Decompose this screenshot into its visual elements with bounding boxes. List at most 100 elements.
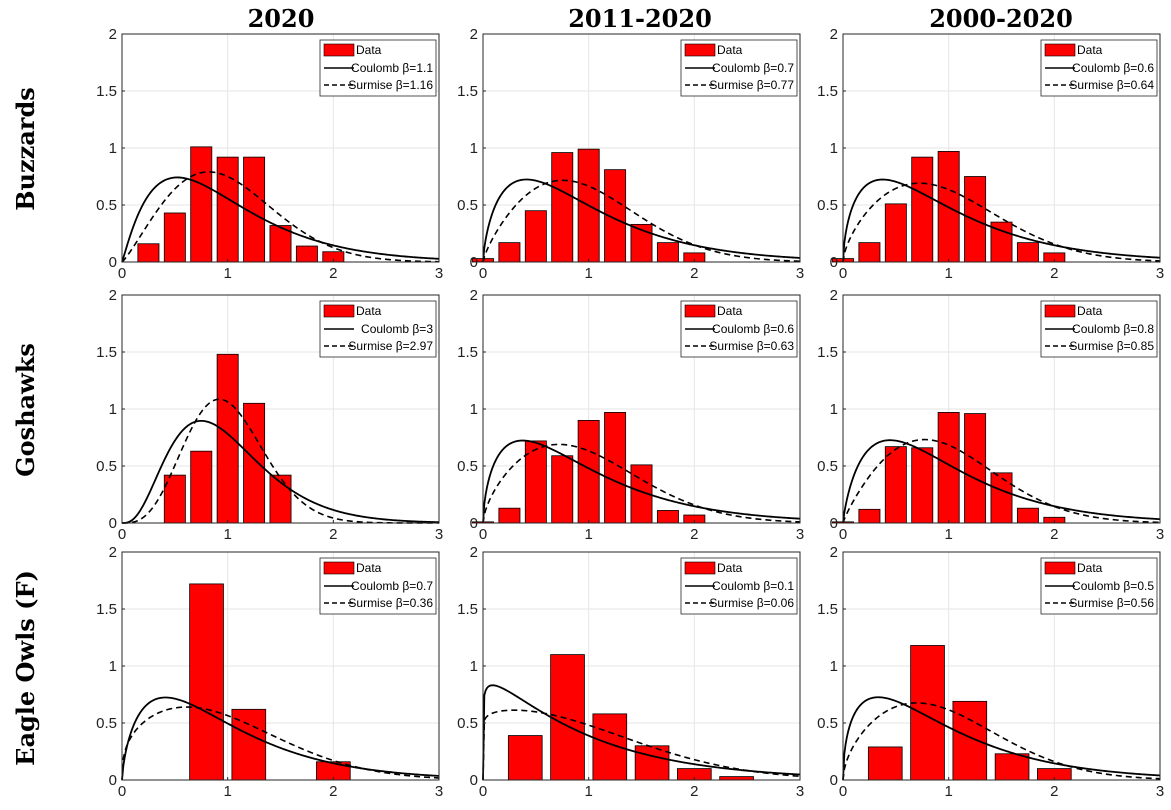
subplot-r0-c2: 0 1 2 3 0 0.5 1 1.5 2 Data Coulomb β=0.6 Surmise β=… xyxy=(817,26,1164,282)
legend-label-coulomb: Coulomb β=0.6 xyxy=(1072,61,1154,75)
x-tick-label: 0 xyxy=(479,526,487,543)
data-bar xyxy=(858,508,881,524)
surmise-curve xyxy=(121,171,440,263)
x-tick-label: 2 xyxy=(690,783,698,800)
y-tick-label: 0.5 xyxy=(457,458,478,475)
column-title-2020: 2020 xyxy=(248,4,315,33)
subplot-r2-c1: 0 1 2 3 0 0.5 1 1.5 2 Data Coulomb β=0.1 Surmise β=… xyxy=(457,544,804,800)
y-tick-label: 2 xyxy=(109,544,117,561)
legend-label-coulomb: Coulomb β=3 xyxy=(361,322,433,336)
y-tick-label: 0.5 xyxy=(457,197,478,214)
y-tick-label: 1.5 xyxy=(817,601,838,618)
data-bar xyxy=(1016,242,1039,263)
x-tick-label: 0 xyxy=(118,265,126,282)
y-tick-label: 2 xyxy=(830,544,838,561)
x-tick-label: 1 xyxy=(223,783,231,800)
legend-swatch-data xyxy=(684,43,716,57)
column-title-2011-2020: 2011-2020 xyxy=(568,4,712,33)
y-tick-label: 2 xyxy=(830,26,838,43)
data-bar xyxy=(634,745,670,781)
x-tick-label: 1 xyxy=(584,783,592,800)
legend-label-coulomb: Coulomb β=0.7 xyxy=(712,61,794,75)
y-tick-label: 1 xyxy=(830,658,838,675)
y-tick-label: 1 xyxy=(109,658,117,675)
legend: Data Coulomb β=3 Surmise β=2.97 xyxy=(319,300,437,358)
legend: Data Coulomb β=0.6 Surmise β=0.63 xyxy=(680,300,798,358)
y-tick-label: 2 xyxy=(109,287,117,304)
y-tick-label: 1.5 xyxy=(817,83,838,100)
y-tick-label: 1.5 xyxy=(96,601,117,618)
data-bar xyxy=(498,507,521,524)
legend-label-data: Data xyxy=(1077,43,1103,57)
subplot-r0-c0: 0 1 2 3 0 0.5 1 1.5 2 Data Coulomb β=1.1 Surmise β=… xyxy=(96,26,443,282)
y-tick-label: 2 xyxy=(470,544,478,561)
legend-label-data: Data xyxy=(356,43,382,57)
legend-label-surmise: Surmise β=0.56 xyxy=(1069,596,1154,610)
data-bar xyxy=(137,243,160,263)
legend: Data Coulomb β=1.1 Surmise β=1.16 xyxy=(319,39,437,97)
x-tick-label: 3 xyxy=(1156,526,1164,543)
legend-label-data: Data xyxy=(717,561,743,575)
data-bar xyxy=(498,242,521,263)
subplot-grid: 0 1 2 3 0 0.5 1 1.5 2 Data Coulomb β=1.1 Surmise β=… xyxy=(96,26,1164,800)
row-titles: Buzzards Goshawks Eagle Owls (F) xyxy=(11,87,40,766)
data-bar xyxy=(937,412,960,524)
y-tick-label: 1.5 xyxy=(817,344,838,361)
x-tick-label: 0 xyxy=(839,783,847,800)
legend-label-surmise: Surmise β=0.36 xyxy=(348,596,433,610)
surmise-curve xyxy=(482,179,801,263)
data-bar xyxy=(867,746,903,781)
y-tick-label: 2 xyxy=(830,287,838,304)
y-tick-label: 0.5 xyxy=(96,715,117,732)
x-tick-label: 2 xyxy=(690,265,698,282)
data-bar xyxy=(1016,507,1039,524)
y-tick-label: 1 xyxy=(109,401,117,418)
y-tick-label: 1.5 xyxy=(96,344,117,361)
data-bar xyxy=(964,413,987,524)
legend: Data Coulomb β=0.7 Surmise β=0.77 xyxy=(680,39,798,97)
surmise-curve xyxy=(842,182,1161,263)
x-tick-label: 3 xyxy=(796,783,804,800)
data-bar xyxy=(243,402,266,524)
y-tick-label: 0.5 xyxy=(817,458,838,475)
coulomb-curve xyxy=(121,696,440,781)
x-tick-label: 1 xyxy=(223,265,231,282)
x-tick-label: 1 xyxy=(223,526,231,543)
data-bar xyxy=(884,446,907,524)
legend: Data Coulomb β=0.8 Surmise β=0.85 xyxy=(1040,300,1158,358)
legend-swatch-data xyxy=(323,304,355,318)
surmise-curve xyxy=(482,709,801,781)
legend-label-coulomb: Coulomb β=0.5 xyxy=(1072,579,1154,593)
data-bar xyxy=(994,753,1030,781)
column-titles: 2020 2011-2020 2000-2020 xyxy=(248,4,1073,33)
legend-label-surmise: Surmise β=0.63 xyxy=(709,339,794,353)
legend: Data Coulomb β=0.7 Surmise β=0.36 xyxy=(319,557,437,615)
legend-label-coulomb: Coulomb β=1.1 xyxy=(351,61,433,75)
x-tick-label: 1 xyxy=(584,526,592,543)
subplot-r2-c2: 0 1 2 3 0 0.5 1 1.5 2 Data Coulomb β=0.5 Surmise β=… xyxy=(817,544,1164,800)
legend-label-coulomb: Coulomb β=0.7 xyxy=(351,579,433,593)
data-bar xyxy=(189,583,224,781)
legend-label-coulomb: Coulomb β=0.1 xyxy=(712,579,794,593)
x-tick-label: 2 xyxy=(1050,526,1058,543)
data-bar xyxy=(190,450,213,524)
legend-label-data: Data xyxy=(1077,304,1103,318)
y-tick-label: 1.5 xyxy=(457,344,478,361)
row-title-eagle-owls: Eagle Owls (F) xyxy=(11,570,40,766)
y-tick-label: 2 xyxy=(470,287,478,304)
data-bar xyxy=(858,242,881,263)
x-tick-label: 3 xyxy=(796,526,804,543)
legend-swatch-data xyxy=(323,561,355,575)
data-bar xyxy=(216,353,239,524)
legend-swatch-data xyxy=(1044,304,1076,318)
x-tick-label: 2 xyxy=(1050,783,1058,800)
legend: Data Coulomb β=0.5 Surmise β=0.56 xyxy=(1040,557,1158,615)
coulomb-curve xyxy=(121,176,440,263)
y-tick-label: 1 xyxy=(830,401,838,418)
subplot-r1-c2: 0 1 2 3 0 0.5 1 1.5 2 Data Coulomb β=0.8 Surmise β=… xyxy=(817,287,1164,543)
x-tick-label: 3 xyxy=(1156,783,1164,800)
x-tick-label: 3 xyxy=(1156,265,1164,282)
y-tick-label: 1 xyxy=(830,140,838,157)
data-bar xyxy=(990,472,1013,524)
